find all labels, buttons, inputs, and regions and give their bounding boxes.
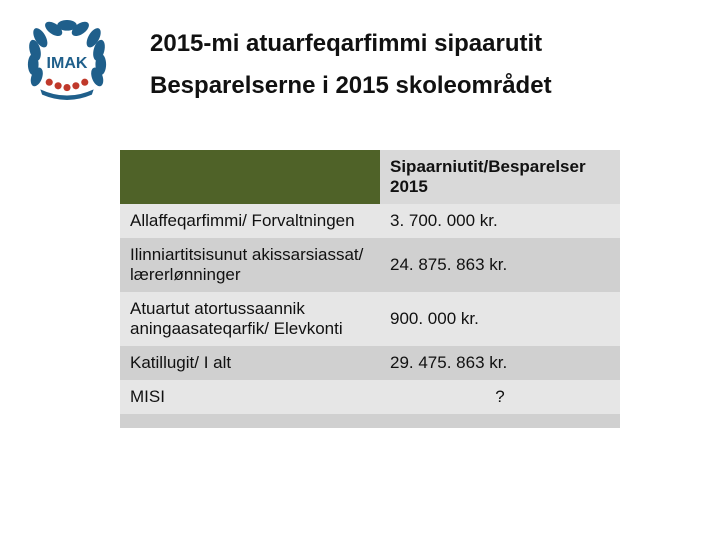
logo-text: IMAK [47, 55, 88, 72]
table-row: Ilinniartitsisunut akissarsiassat/ lærer… [120, 238, 620, 292]
row-label [120, 414, 380, 428]
title-line-2: Besparelserne i 2015 skoleområdet [150, 70, 690, 102]
row-value: ? [380, 380, 620, 414]
row-value: 3. 700. 000 kr. [380, 204, 620, 238]
table-row [120, 414, 620, 428]
row-label: Katillugit/ I alt [120, 346, 380, 380]
row-label: Allaffeqarfimmi/ Forvaltningen [120, 204, 380, 238]
slide: IMAK 2015-mi atuarfeqarfimmi sipaarutit … [0, 0, 720, 540]
wreath-logo: IMAK [22, 20, 112, 100]
savings-table: Sipaarniutit/Besparelser 2015 Allaffeqar… [120, 150, 620, 428]
table-corner-cell [120, 150, 380, 204]
title-line-1: 2015-mi atuarfeqarfimmi sipaarutit [150, 28, 690, 60]
title-block: 2015-mi atuarfeqarfimmi sipaarutit Bespa… [150, 28, 690, 113]
table-row: Katillugit/ I alt 29. 475. 863 kr. [120, 346, 620, 380]
table-row: MISI ? [120, 380, 620, 414]
table-header-cell: Sipaarniutit/Besparelser 2015 [380, 150, 620, 204]
row-value [380, 414, 620, 428]
table-row: Allaffeqarfimmi/ Forvaltningen 3. 700. 0… [120, 204, 620, 238]
row-value: 24. 875. 863 kr. [380, 238, 620, 292]
row-value: 29. 475. 863 kr. [380, 346, 620, 380]
table-header-row: Sipaarniutit/Besparelser 2015 [120, 150, 620, 204]
row-value: 900. 000 kr. [380, 292, 620, 346]
table-row: Atuartut atortussaannik aningaasateqarfi… [120, 292, 620, 346]
row-label: MISI [120, 380, 380, 414]
row-label: Atuartut atortussaannik aningaasateqarfi… [120, 292, 380, 346]
row-label: Ilinniartitsisunut akissarsiassat/ lærer… [120, 238, 380, 292]
